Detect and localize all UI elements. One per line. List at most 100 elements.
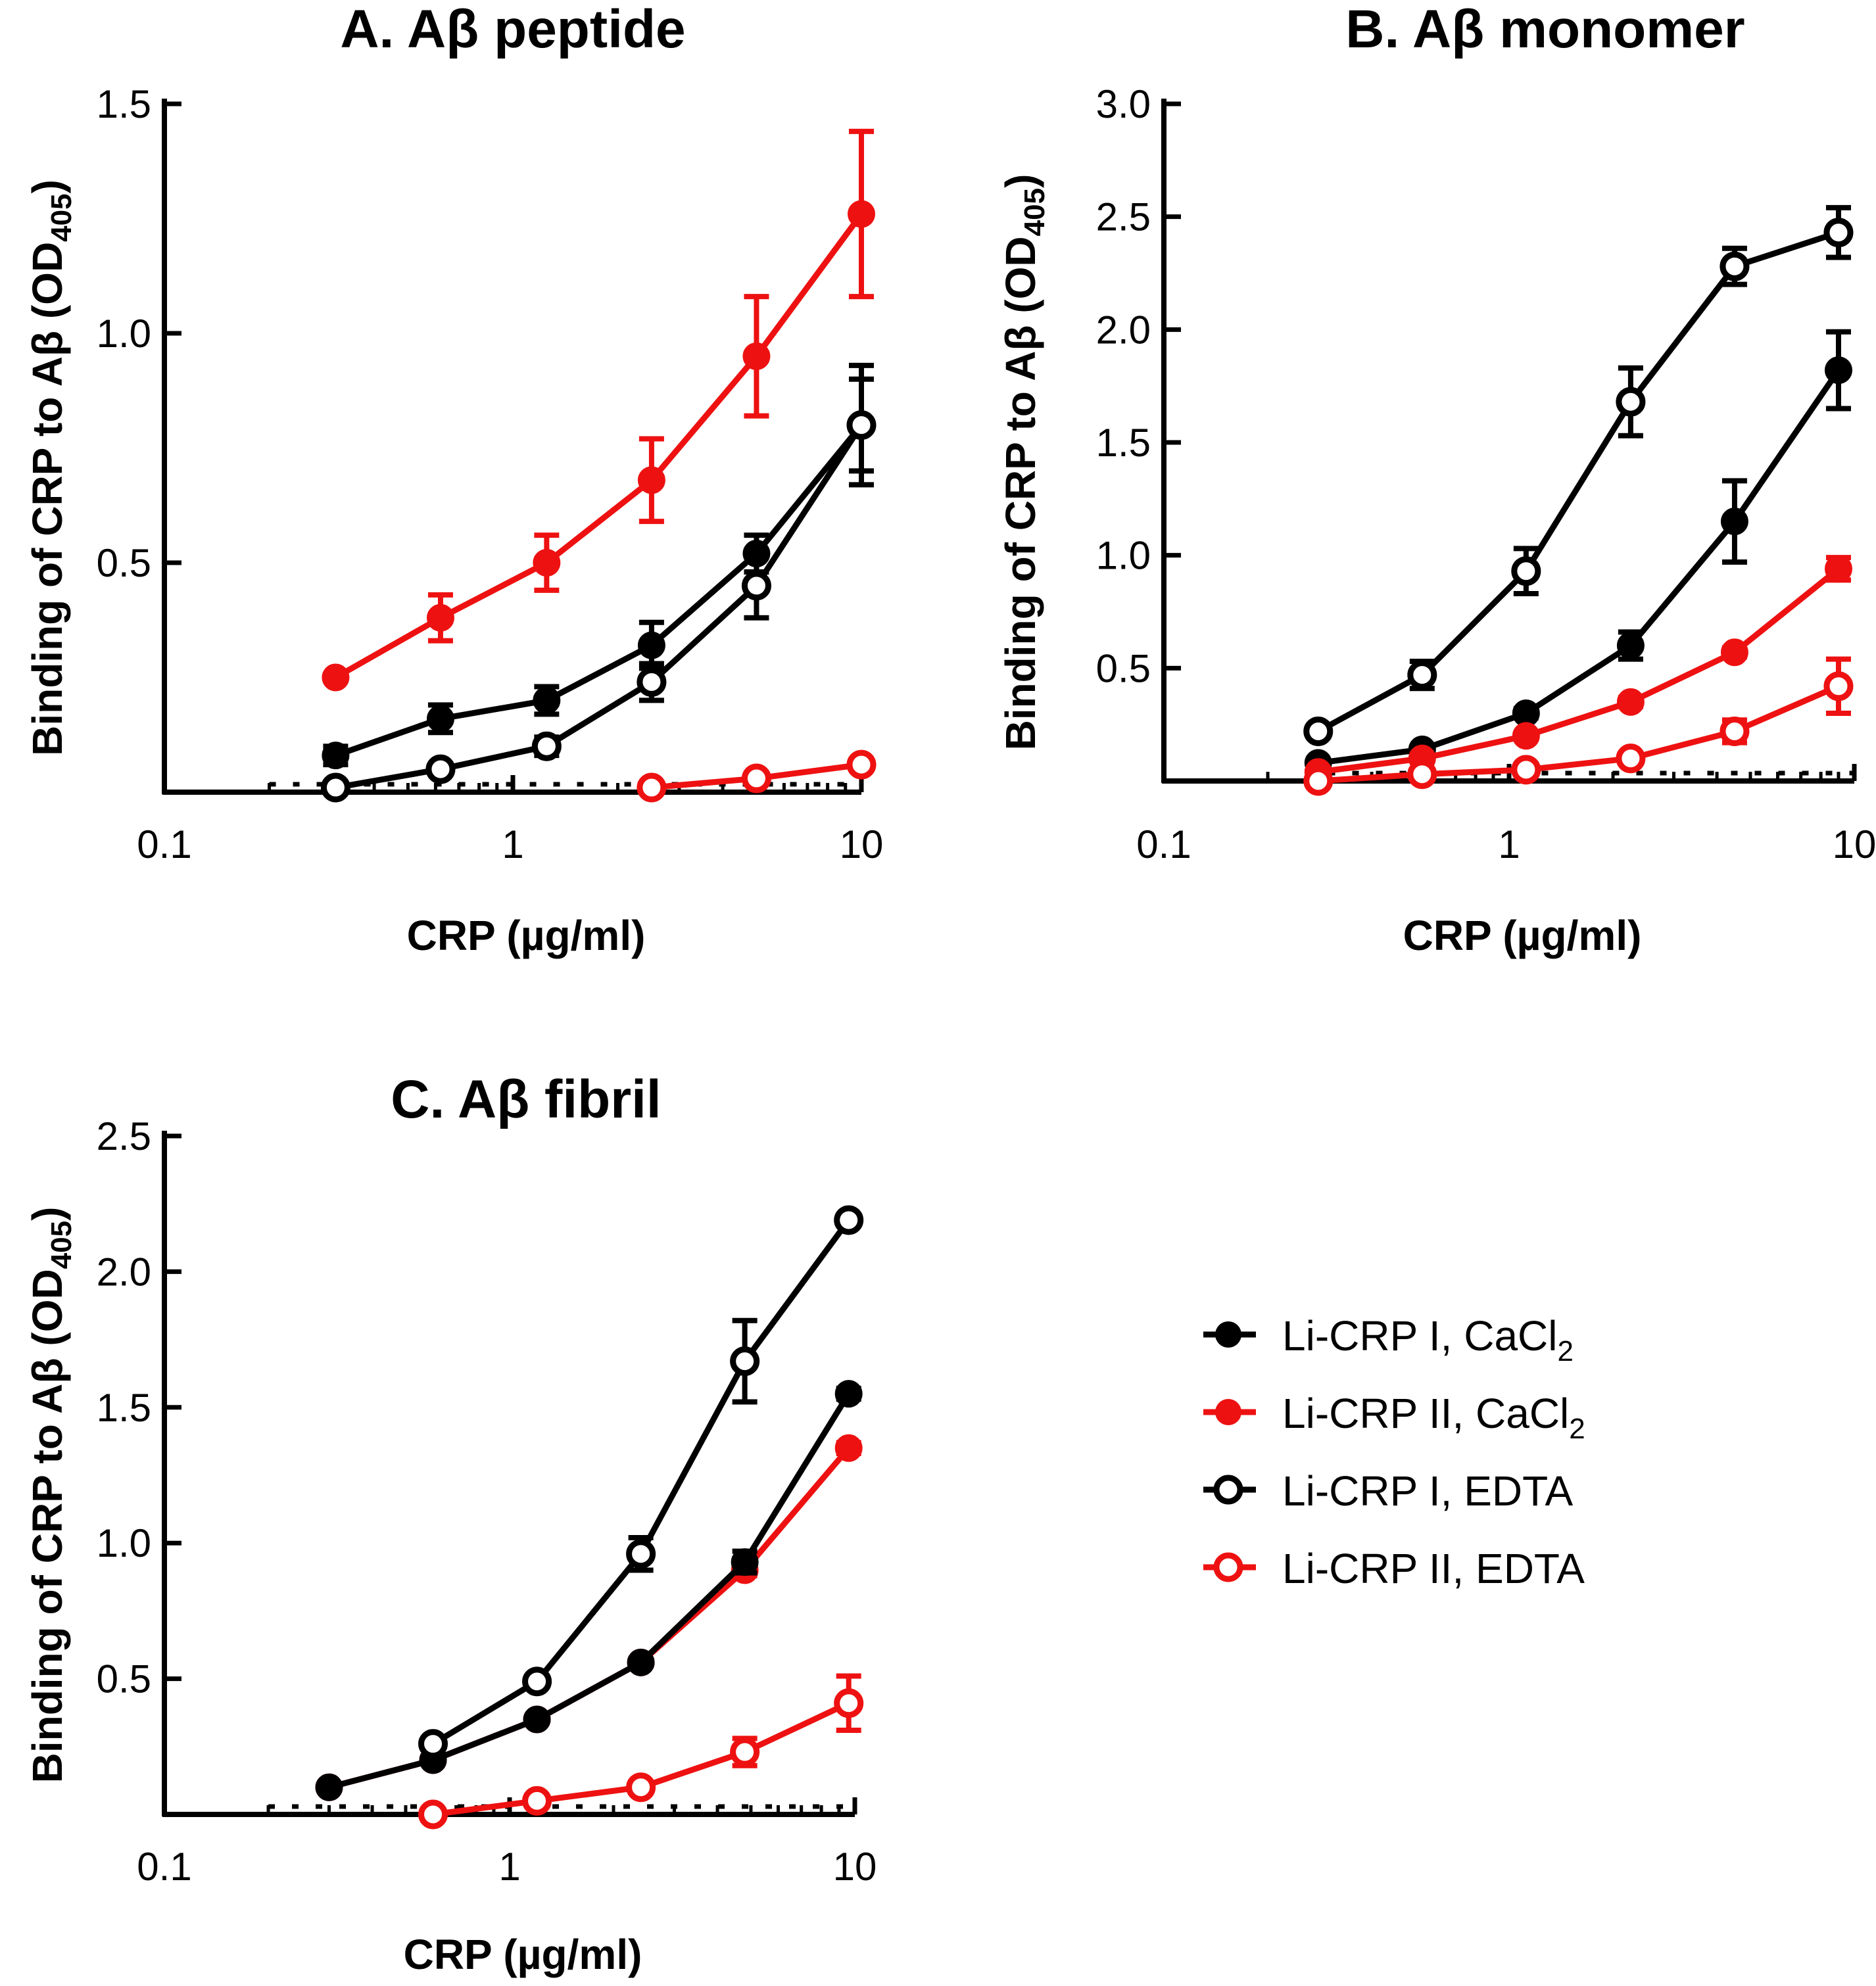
y-tick-label: 0.5 — [97, 541, 151, 585]
data-point — [322, 742, 350, 770]
data-point — [315, 1773, 343, 1801]
series-li-crp-i-edta — [418, 1205, 864, 1759]
data-point — [426, 705, 454, 733]
data-point — [522, 1785, 552, 1816]
legend-label: Li-CRP I, EDTA — [1282, 1467, 1573, 1515]
legend-swatch-marker — [1215, 1399, 1241, 1425]
y-tick-label: 1.5 — [1096, 421, 1151, 465]
series-li-crp-i-edta — [1303, 204, 1854, 746]
data-point — [834, 1205, 864, 1235]
legend-label: Li-CRP II, EDTA — [1282, 1545, 1585, 1592]
data-point — [626, 1539, 656, 1569]
data-point — [1823, 218, 1854, 248]
y-axis-title-main: Binding of CRP to Aβ (OD — [997, 236, 1044, 750]
legend-label-main: Li-CRP I, CaCl — [1282, 1312, 1557, 1359]
legend-label: Li-CRP II, CaCl2 — [1282, 1390, 1585, 1445]
data-point — [637, 667, 667, 697]
y-tick-label: 1.0 — [1096, 534, 1151, 578]
y-tick-label: 2.0 — [97, 1250, 151, 1294]
y-axis-title: Binding of CRP to Aβ (OD405) — [24, 1207, 78, 1784]
data-point — [1824, 555, 1852, 583]
data-point — [626, 1772, 656, 1803]
y-axis-title-main: Binding of CRP to Aβ (OD — [24, 1269, 71, 1783]
series-line — [1318, 566, 1840, 775]
data-point — [1823, 671, 1854, 701]
y-axis-title-end: ) — [24, 1207, 71, 1221]
y-tick-label: 0.5 — [97, 1657, 151, 1701]
x-axis-title: CRP (µg/ml) — [404, 1931, 642, 1978]
x-tick-label: 1 — [1498, 822, 1520, 866]
data-point — [1616, 688, 1645, 716]
y-tick-label: 0.5 — [1096, 646, 1151, 690]
data-point — [846, 410, 877, 440]
y-axis-title-end: ) — [24, 179, 71, 193]
series-li-crp-ii-edta — [1303, 656, 1854, 796]
data-point — [742, 342, 771, 370]
series-li-crp-ii-cacl2 — [322, 128, 875, 692]
y-tick-label: 2.5 — [97, 1114, 151, 1158]
data-point — [523, 1705, 551, 1734]
y-tick-label: 2.0 — [1096, 308, 1151, 352]
data-point — [1720, 638, 1748, 667]
data-point — [533, 686, 561, 715]
series-line — [1318, 368, 1841, 766]
x-tick-label: 0.1 — [1136, 822, 1191, 866]
data-point — [1303, 716, 1334, 746]
legend-swatch-marker — [1215, 1321, 1241, 1348]
data-point — [1616, 387, 1646, 417]
data-point — [637, 631, 665, 659]
series-li-crp-i-edta — [320, 376, 877, 803]
x-axis-title: CRP (µg/ml) — [407, 912, 646, 959]
y-tick-label: 1.5 — [97, 1386, 151, 1430]
data-point — [522, 1667, 552, 1697]
x-tick-label: 0.1 — [137, 1845, 191, 1889]
legend-label-main: Li-CRP II, CaCl — [1282, 1390, 1569, 1437]
legend-item-2: Li-CRP II, CaCl2 — [1203, 1390, 1585, 1445]
data-point — [320, 772, 350, 803]
y-tick-label: 3.0 — [1096, 82, 1151, 126]
data-point — [1407, 660, 1437, 690]
data-point — [1511, 556, 1541, 586]
series-line — [1318, 683, 1840, 784]
chart-panel-3: C. Aβ fibril 0.5 1.0 1.5 2.0 2.5 0.1 1 10 CRP (µg… — [24, 1070, 877, 1978]
data-point — [731, 1548, 759, 1576]
x-tick-label: 10 — [1833, 822, 1876, 866]
y-tick-label: 1.0 — [97, 312, 151, 356]
legend-swatch-marker — [1213, 1475, 1243, 1505]
x-tick-label: 0.1 — [137, 822, 191, 866]
data-point — [1303, 766, 1334, 796]
chart-panel-1: A. Aβ peptide 0.5 1.0 1.5 0.1 1 10 CRP (µg/ml) B… — [24, 0, 883, 959]
legend-label: Li-CRP I, CaCl2 — [1282, 1312, 1574, 1367]
chart-title: C. Aβ fibril — [391, 1070, 661, 1129]
data-point — [418, 1799, 448, 1830]
data-point — [1616, 632, 1645, 659]
y-axis-title-subscript: 405 — [45, 1221, 78, 1269]
legend-item-4: Li-CRP II, EDTA — [1203, 1545, 1585, 1592]
legend-label-main: Li-CRP II, EDTA — [1282, 1545, 1585, 1592]
data-point — [1511, 755, 1541, 785]
data-point — [1512, 722, 1540, 750]
y-axis-title-end: ) — [997, 174, 1044, 188]
data-point — [848, 200, 875, 228]
series-line — [334, 212, 864, 680]
y-tick-label: 1.5 — [97, 82, 151, 126]
data-point — [531, 731, 562, 761]
data-point — [637, 466, 665, 494]
y-axis-title-subscript: 405 — [1019, 188, 1051, 236]
data-point — [846, 749, 877, 780]
series-li-crp-i-cacl2 — [1304, 329, 1852, 777]
series-line — [335, 423, 864, 791]
legend-label-subscript: 2 — [1557, 1335, 1573, 1367]
series-li-crp-ii-edta — [418, 1673, 864, 1830]
x-tick-label: 10 — [840, 822, 884, 866]
data-point — [627, 1648, 655, 1676]
series-li-crp-ii-edta — [637, 749, 877, 803]
data-point — [1720, 716, 1750, 746]
data-point — [426, 603, 454, 632]
series-line — [334, 423, 864, 759]
data-point — [1616, 744, 1646, 774]
data-point — [418, 1729, 448, 1759]
data-point — [322, 663, 350, 692]
